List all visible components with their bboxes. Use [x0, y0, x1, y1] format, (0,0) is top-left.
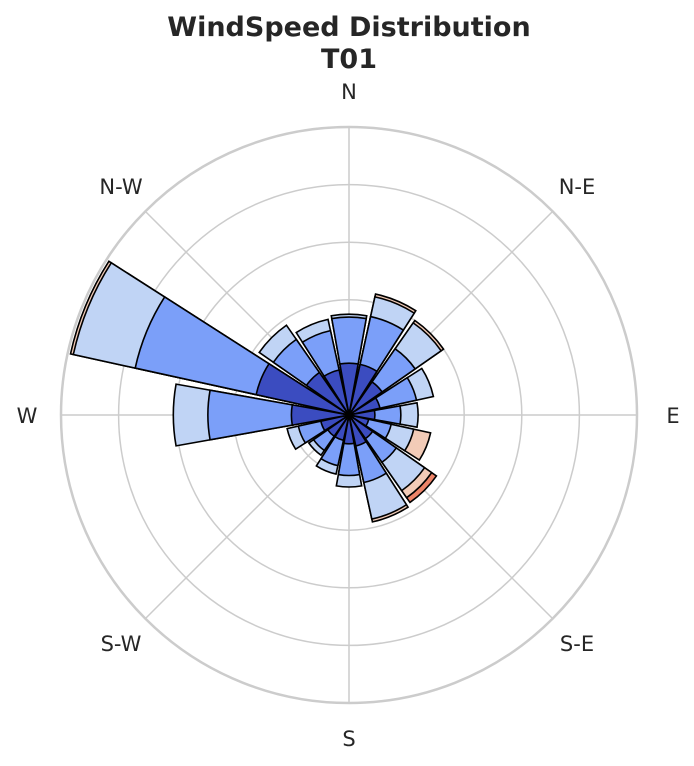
windrose-bar-sector-13-bin-0: [255, 362, 350, 416]
windrose-bar-sector-10-bin-0: [326, 414, 350, 438]
windrose-bar-sector-3-bin-0: [348, 396, 381, 416]
direction-label-e: E: [666, 404, 679, 428]
chart-title-line-1: WindSpeed Distribution: [167, 12, 530, 43]
direction-label-w: W: [17, 404, 38, 428]
direction-label-n: N: [341, 80, 357, 104]
windrose-bar-sector-8-bin-0: [343, 414, 355, 445]
windrose-bars: [69, 260, 445, 523]
windrose-bar-sector-0-bin-0: [338, 362, 360, 416]
direction-label-nw: N-W: [99, 175, 142, 199]
chart-title-line-2: T01: [321, 44, 377, 75]
windrose-bar-sector-7-bin-0: [348, 414, 368, 447]
direction-label-sw: S-W: [101, 632, 142, 656]
grid-ring: [117, 183, 581, 647]
windrose-bar-sector-14-bin-0: [305, 371, 350, 416]
direction-label-se: S-E: [560, 632, 594, 656]
windrose-bar-sector-12-bin-0: [290, 403, 350, 427]
grid-ring: [59, 125, 639, 705]
windrose-bar-sector-2-bin-0: [348, 380, 384, 416]
windrose-bar-sector-1-bin-0: [348, 363, 379, 416]
windrose-bar-sector-4-bin-0: [348, 409, 376, 421]
direction-label-ne: N-E: [559, 175, 596, 199]
windrose-bar-sector-12-bin-1: [207, 389, 350, 441]
windrose-bar-sector-11-bin-0: [319, 414, 350, 432]
windrose-bar-sector-15-bin-0: [323, 369, 350, 416]
direction-label-s: S: [342, 727, 355, 751]
windrose-bar-sector-6-bin-0: [348, 414, 374, 440]
windrose-bar-sector-8-bin-1: [337, 414, 361, 477]
